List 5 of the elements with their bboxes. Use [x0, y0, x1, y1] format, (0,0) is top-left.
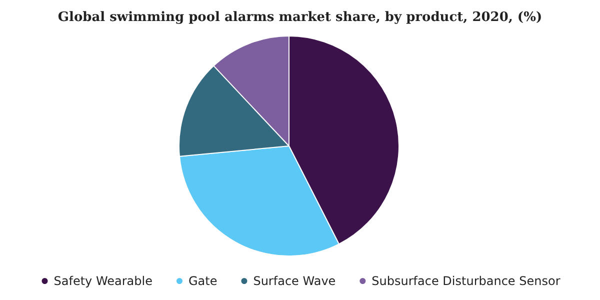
- legend-label: Safety Wearable: [54, 274, 152, 288]
- legend-label: Subsurface Disturbance Sensor: [372, 274, 560, 288]
- chart-title: Global swimming pool alarms market share, by product, 2020, (%): [58, 10, 542, 25]
- legend-label: Gate: [188, 274, 218, 288]
- legend-label: Surface Wave: [253, 274, 336, 288]
